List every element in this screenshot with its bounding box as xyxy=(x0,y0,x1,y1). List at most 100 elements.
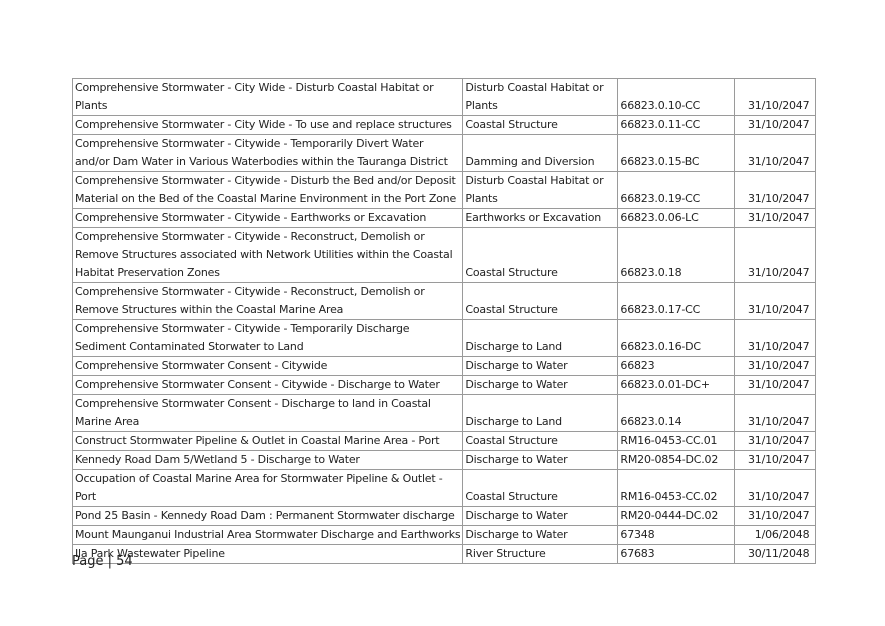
activity-cell: Comprehensive Stormwater - City Wide - D… xyxy=(71,78,464,116)
consent-number-cell: 66823.0.11-CC xyxy=(617,115,736,135)
activity-cell-line: Comprehensive Stormwater - Citywide - Re… xyxy=(75,230,425,243)
activity-cell: Construct Stormwater Pipeline & Outlet i… xyxy=(71,431,464,451)
activity-cell: Comprehensive Stormwater - Citywide - Te… xyxy=(71,319,464,357)
expiry-date-cell: 31/10/2047 xyxy=(734,450,817,470)
consent-type-cell-line: Discharge to Water xyxy=(465,453,568,466)
consent-type-cell-line: Plants xyxy=(465,99,498,112)
table-row: Comprehensive Stormwater - Citywide - Ea… xyxy=(71,208,817,228)
activity-cell-line: Comprehensive Stormwater - City Wide - D… xyxy=(75,81,434,94)
table-row: Comprehensive Stormwater Consent - Cityw… xyxy=(71,356,817,376)
consent-type-cell-line: River Structure xyxy=(465,547,546,560)
consent-type-cell-line: Disturb Coastal Habitat or xyxy=(465,174,604,187)
activity-cell-line: Sediment Contaminated Storwater to Land xyxy=(75,340,304,353)
consent-number-cell: 66823.0.10-CC xyxy=(617,78,736,116)
expiry-date-cell: 31/10/2047 xyxy=(734,356,817,376)
activity-cell-line: Occupation of Coastal Marine Area for St… xyxy=(75,472,443,485)
expiry-date-cell: 31/10/2047 xyxy=(734,394,817,432)
activity-cell-line: Habitat Preservation Zones xyxy=(75,266,220,279)
activity-cell-line: Comprehensive Stormwater Consent - Cityw… xyxy=(75,359,328,372)
consent-number-cell: 66823.0.01-DC+ xyxy=(617,375,736,395)
consent-number-cell: 67683 xyxy=(617,544,736,564)
consent-number-cell: 66823 xyxy=(617,356,736,376)
consent-type-cell-line: Earthworks or Excavation xyxy=(465,211,602,224)
activity-cell-line: Remove Structures associated with Networ… xyxy=(75,248,453,261)
consent-type-cell-line: Discharge to Water xyxy=(465,378,568,391)
table-row: Comprehensive Stormwater - Citywide - Te… xyxy=(71,134,817,172)
activity-cell: Comprehensive Stormwater - Citywide - Re… xyxy=(71,227,464,283)
consent-number-cell: 66823.0.19-CC xyxy=(617,171,736,209)
activity-cell: Comprehensive Stormwater - Citywide - Te… xyxy=(71,134,464,172)
activity-cell: Comprehensive Stormwater Consent - Disch… xyxy=(71,394,464,432)
consent-type-cell: Discharge to Land xyxy=(462,319,619,357)
consent-type-cell: Earthworks or Excavation xyxy=(462,208,619,228)
consent-type-cell: Discharge to Water xyxy=(462,375,619,395)
consent-number-cell: RM20-0444-DC.02 xyxy=(617,506,736,526)
expiry-date-cell: 31/10/2047 xyxy=(734,171,817,209)
table-row: Comprehensive Stormwater Consent - Disch… xyxy=(71,394,817,432)
activity-cell-line: Ila Park Wastewater Pipeline xyxy=(75,547,225,560)
activity-cell-line: Comprehensive Stormwater Consent - Disch… xyxy=(75,397,431,410)
activity-cell-line: Remove Structures within the Coastal Mar… xyxy=(75,303,344,316)
table-row: Kennedy Road Dam 5/Wetland 5 - Discharge… xyxy=(71,450,817,470)
activity-cell-line: Kennedy Road Dam 5/Wetland 5 - Discharge… xyxy=(75,453,360,466)
activity-cell-line: Material on the Bed of the Coastal Marin… xyxy=(75,192,457,205)
consent-number-cell: 66823.0.17-CC xyxy=(617,282,736,320)
table-row: Comprehensive Stormwater - Citywide - Te… xyxy=(71,319,817,357)
activity-cell-line: Comprehensive Stormwater Consent - Cityw… xyxy=(75,378,440,391)
consent-type-cell: Coastal Structure xyxy=(462,431,619,451)
consent-type-cell-line: Coastal Structure xyxy=(465,490,558,503)
consent-type-cell-line: Plants xyxy=(465,192,498,205)
consent-number-cell: 66823.0.06-LC xyxy=(617,208,736,228)
activity-cell-line: Construct Stormwater Pipeline & Outlet i… xyxy=(75,434,440,447)
consent-type-cell: Discharge to Land xyxy=(462,394,619,432)
expiry-date-cell: 31/10/2047 xyxy=(734,208,817,228)
activity-cell: Comprehensive Stormwater - Citywide - Di… xyxy=(71,171,464,209)
table-row: Pond 25 Basin - Kennedy Road Dam : Perma… xyxy=(71,506,817,526)
consent-type-cell-line: Coastal Structure xyxy=(465,303,558,316)
consent-type-cell-line: Discharge to Land xyxy=(465,340,562,353)
expiry-date-cell: 31/10/2047 xyxy=(734,506,817,526)
activity-cell: Mount Maunganui Industrial Area Stormwat… xyxy=(71,525,464,545)
activity-cell-line: Mount Maunganui Industrial Area Stormwat… xyxy=(75,528,461,541)
activity-cell-line: Comprehensive Stormwater - City Wide - T… xyxy=(75,118,452,131)
activity-cell: Kennedy Road Dam 5/Wetland 5 - Discharge… xyxy=(71,450,464,470)
consent-number-cell: 66823.0.18 xyxy=(617,227,736,283)
table-row: Comprehensive Stormwater - City Wide - D… xyxy=(71,78,817,116)
activity-cell-line: Comprehensive Stormwater - Citywide - Te… xyxy=(75,322,410,335)
expiry-date-cell: 31/10/2047 xyxy=(734,375,817,395)
expiry-date-cell: 31/10/2047 xyxy=(734,282,817,320)
consent-type-cell: Coastal Structure xyxy=(462,115,619,135)
consent-number-cell: RM16-0453-CC.01 xyxy=(617,431,736,451)
activity-cell: Ila Park Wastewater Pipeline xyxy=(71,544,464,564)
table-row: Comprehensive Stormwater Consent - Cityw… xyxy=(71,375,817,395)
activity-cell-line: Marine Area xyxy=(75,415,140,428)
consent-type-cell-line: Damming and Diversion xyxy=(465,155,595,168)
table-row: Comprehensive Stormwater - City Wide - T… xyxy=(71,115,817,135)
consent-number-cell: 66823.0.16-DC xyxy=(617,319,736,357)
consents-table: Comprehensive Stormwater - City Wide - D… xyxy=(71,78,817,564)
expiry-date-cell: 31/10/2047 xyxy=(734,319,817,357)
consent-type-cell: Discharge to Water xyxy=(462,525,619,545)
expiry-date-cell: 30/11/2048 xyxy=(734,544,817,564)
consent-type-cell-line: Coastal Structure xyxy=(465,118,558,131)
consent-type-cell-line: Disturb Coastal Habitat or xyxy=(465,81,604,94)
table-row: Construct Stormwater Pipeline & Outlet i… xyxy=(71,431,817,451)
consent-number-cell: 67348 xyxy=(617,525,736,545)
consent-number-cell: 66823.0.14 xyxy=(617,394,736,432)
page-number: Page | 54 xyxy=(72,554,133,569)
consent-type-cell: Discharge to Water xyxy=(462,506,619,526)
activity-cell: Comprehensive Stormwater - Citywide - Ea… xyxy=(71,208,464,228)
consent-type-cell-line: Discharge to Water xyxy=(465,359,568,372)
table-row: Mount Maunganui Industrial Area Stormwat… xyxy=(71,525,817,545)
activity-cell-line: Comprehensive Stormwater - Citywide - Ea… xyxy=(75,211,427,224)
table-row: Comprehensive Stormwater - Citywide - Di… xyxy=(71,171,817,209)
consent-type-cell: River Structure xyxy=(462,544,619,564)
activity-cell-line: Pond 25 Basin - Kennedy Road Dam : Perma… xyxy=(75,509,455,522)
consent-type-cell: Damming and Diversion xyxy=(462,134,619,172)
consent-type-cell: Discharge to Water xyxy=(462,356,619,376)
expiry-date-cell: 1/06/2048 xyxy=(734,525,817,545)
activity-cell: Comprehensive Stormwater - City Wide - T… xyxy=(71,115,464,135)
activity-cell: Comprehensive Stormwater Consent - Cityw… xyxy=(71,375,464,395)
table-row: Comprehensive Stormwater - Citywide - Re… xyxy=(71,282,817,320)
consent-type-cell-line: Discharge to Land xyxy=(465,415,562,428)
